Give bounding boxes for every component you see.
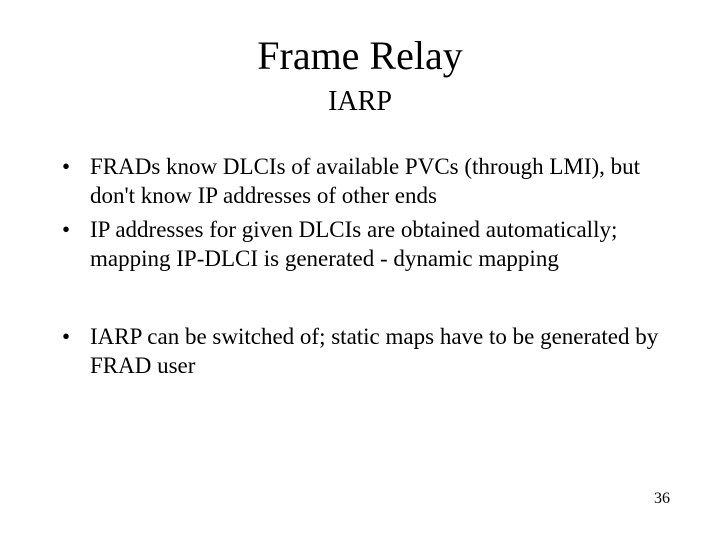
bullet-list-2: IARP can be switched of; static maps hav… xyxy=(54,322,660,381)
paragraph-gap xyxy=(54,278,660,322)
bullet-item: FRADs know DLCIs of available PVCs (thro… xyxy=(54,152,660,211)
page-number: 36 xyxy=(654,490,670,508)
slide-title: Frame Relay xyxy=(0,32,720,79)
bullet-item: IARP can be switched of; static maps hav… xyxy=(54,322,660,381)
slide-subtitle: IARP xyxy=(0,86,720,118)
slide-body: FRADs know DLCIs of available PVCs (thro… xyxy=(54,152,660,385)
slide: Frame Relay IARP FRADs know DLCIs of ava… xyxy=(0,0,720,540)
bullet-item: IP addresses for given DLCIs are obtaine… xyxy=(54,215,660,274)
bullet-list-1: FRADs know DLCIs of available PVCs (thro… xyxy=(54,152,660,274)
